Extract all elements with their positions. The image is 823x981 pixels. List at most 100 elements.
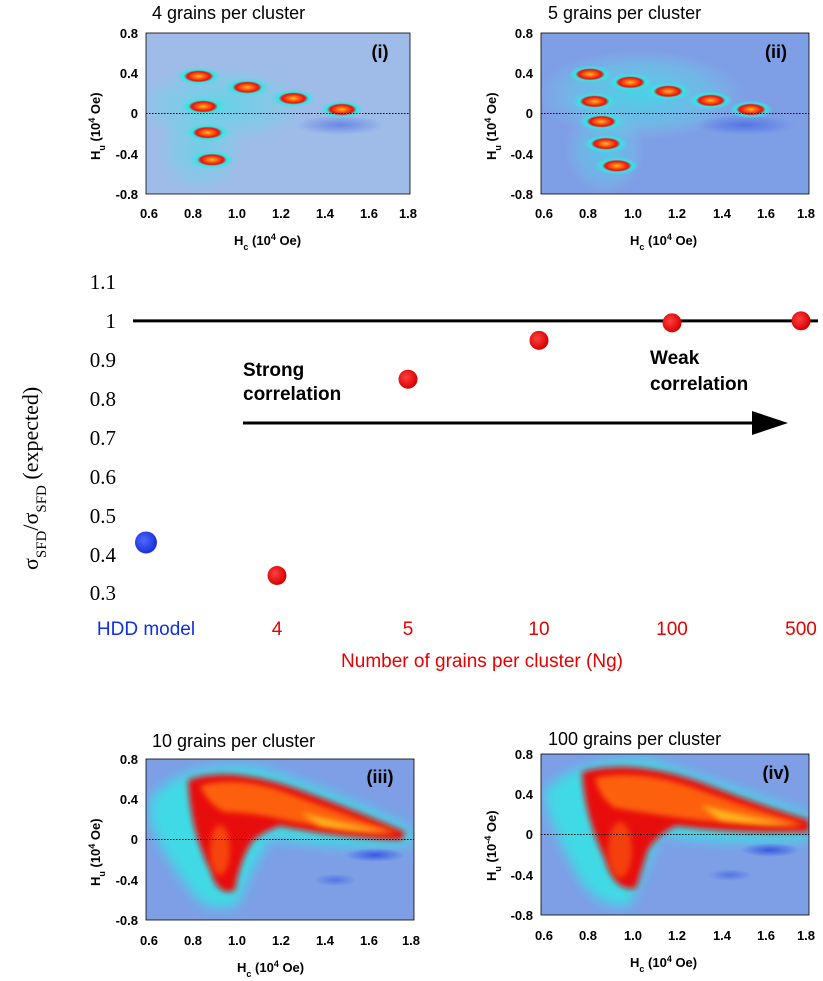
heatmap-peak [176,67,221,86]
heatmap-peak [608,73,653,92]
x-tick-label: 1.6 [360,933,378,948]
heatmap-peak [583,134,628,153]
x-axis-label: Hc (104 Oe) [630,232,697,252]
x-tick-label: 0.8 [579,206,597,221]
x-category-label: 10 [528,619,549,640]
y-axis-label: Hu (104 Oe) [483,92,503,160]
x-tick-label: 0.6 [535,206,553,221]
heatmap-peak [190,150,234,169]
y-tick-label: 1.1 [90,270,116,294]
x-axis: HDD model 4 5 10 100 500 Number of grain… [97,619,817,672]
x-tick-label: 1.2 [668,206,686,221]
y-tick-label: 0.4 [120,66,139,81]
y-axis-label: Hu (10-4 Oe) [483,810,503,881]
data-point [398,369,418,389]
heatmap-panel-iv: 100 grains per cluster (iv) 0.6 0.8 1.0 … [483,729,815,974]
heatmap-peaks [568,65,773,175]
heatmap-peaks [176,67,364,169]
x-tick-label: 0.6 [140,933,158,948]
panel-label: (i) [372,42,389,62]
heatmap-peak [646,82,691,101]
x-tick-label: 0.8 [184,933,202,948]
x-tick-label: 1.6 [360,206,378,221]
x-tick-label: 1.4 [713,206,732,221]
data-point-hdd-model [135,531,157,554]
y-tick-label: -0.8 [511,187,533,202]
x-tick-label: 1.2 [272,933,290,948]
y-tick-label: -0.8 [116,187,138,202]
x-axis-label: Hc (104 Oe) [237,959,304,979]
y-axis: 0.8 0.4 0 -0.4 -0.8 Hu (104 Oe) [87,26,139,202]
heatmap-panel-iii: 10 grains per cluster (iii) 0.6 0.8 1.0 … [87,731,420,979]
x-tick-label: 1.0 [228,933,246,948]
panel-label: (ii) [765,42,787,62]
heatmap-panel-ii: 5 grains per cluster (ii) 0.6 0.8 1.0 1.… [483,3,815,252]
data-point [791,311,811,331]
panel-title: 4 grains per cluster [152,3,305,23]
x-tick-label: 1.8 [399,206,417,221]
heatmap-peak [688,91,733,110]
y-axis: 1.1 1 0.9 0.8 0.7 0.6 0.5 0.4 0.3 σSFD/σ… [18,270,117,605]
heatmap-peak [271,89,316,108]
arrow-head [752,411,788,435]
y-tick-label: 0.8 [515,747,533,762]
y-tick-label: 0.8 [515,26,533,41]
x-axis-label: Number of grains per cluster (Ng) [341,651,623,672]
y-tick-label: 0 [131,832,138,847]
y-tick-label: 0 [526,106,533,121]
strong-correlation-label: correlation [243,384,341,405]
y-tick-label: -0.8 [116,913,138,928]
x-tick-label: 0.8 [579,928,597,943]
x-category-label: 100 [656,619,688,640]
y-tick-label: -0.8 [511,908,533,923]
data-point [529,330,549,350]
x-category-label: 4 [272,619,283,640]
x-tick-label: 1.2 [272,206,290,221]
x-category-label: 500 [785,619,817,640]
x-tick-label: 1.8 [797,206,815,221]
y-tick-label: 0 [131,106,138,121]
x-axis-label: Hc (104 Oe) [234,232,301,252]
heatmap-peak [594,156,639,175]
heatmap-peak [579,112,624,131]
y-tick-label: 0.8 [120,26,138,41]
heatmap-panel-i: 4 grains per cluster (i) 0.6 0.8 1.0 1.2… [87,3,417,252]
x-axis: 0.6 0.8 1.0 1.2 1.4 1.6 1.8 Hc (104 Oe) [535,928,815,974]
panel-title: 5 grains per cluster [548,3,701,23]
y-tick-label: 0.8 [90,387,116,411]
x-tick-label: 0.6 [140,206,158,221]
y-tick-label: -0.4 [116,147,139,162]
x-tick-label: 1.2 [668,928,686,943]
y-axis-label: Hu (104 Oe) [87,92,107,160]
panel-label: (iv) [763,763,790,783]
y-tick-label: -0.4 [116,873,139,888]
heatmap-peak [225,78,270,97]
x-tick-label: 1.0 [228,206,246,221]
x-axis: 0.6 0.8 1.0 1.2 1.4 1.6 1.8 Hc (104 Oe) [140,206,417,252]
x-axis-label: Hc (104 Oe) [630,954,697,974]
x-tick-label: 1.8 [797,928,815,943]
y-tick-label: 0 [526,827,533,842]
weak-correlation-label: Weak [650,348,700,369]
x-category-label: 5 [403,619,414,640]
y-tick-label: 1 [106,309,117,333]
y-axis: 0.8 0.4 0 -0.4 -0.8 Hu (104 Oe) [87,752,139,928]
y-tick-label: 0.6 [90,465,116,489]
y-tick-label: 0.4 [515,787,534,802]
y-axis-label: σSFD/σSFD (expected) [18,387,50,570]
x-axis: 0.6 0.8 1.0 1.2 1.4 1.6 1.8 Hc (104 Oe) [535,206,815,252]
heatmap-peak [319,100,364,119]
heatmap-density [545,759,809,906]
y-axis: 0.8 0.4 0 -0.4 -0.8 Hu (10-4 Oe) [483,747,534,923]
panel-label: (iii) [367,767,394,787]
panel-title: 100 grains per cluster [548,729,721,749]
y-tick-label: 0.7 [90,426,116,450]
data-point [267,566,287,586]
y-axis: 0.8 0.4 0 -0.4 -0.8 Hu (104 Oe) [483,26,534,202]
heatmap-peak [181,97,226,116]
y-tick-label: 0.3 [90,581,116,605]
y-tick-label: 0.4 [515,66,534,81]
x-tick-label: 1.4 [316,933,335,948]
main-scatter-plot: 1.1 1 0.9 0.8 0.7 0.6 0.5 0.4 0.3 σSFD/σ… [18,270,818,672]
